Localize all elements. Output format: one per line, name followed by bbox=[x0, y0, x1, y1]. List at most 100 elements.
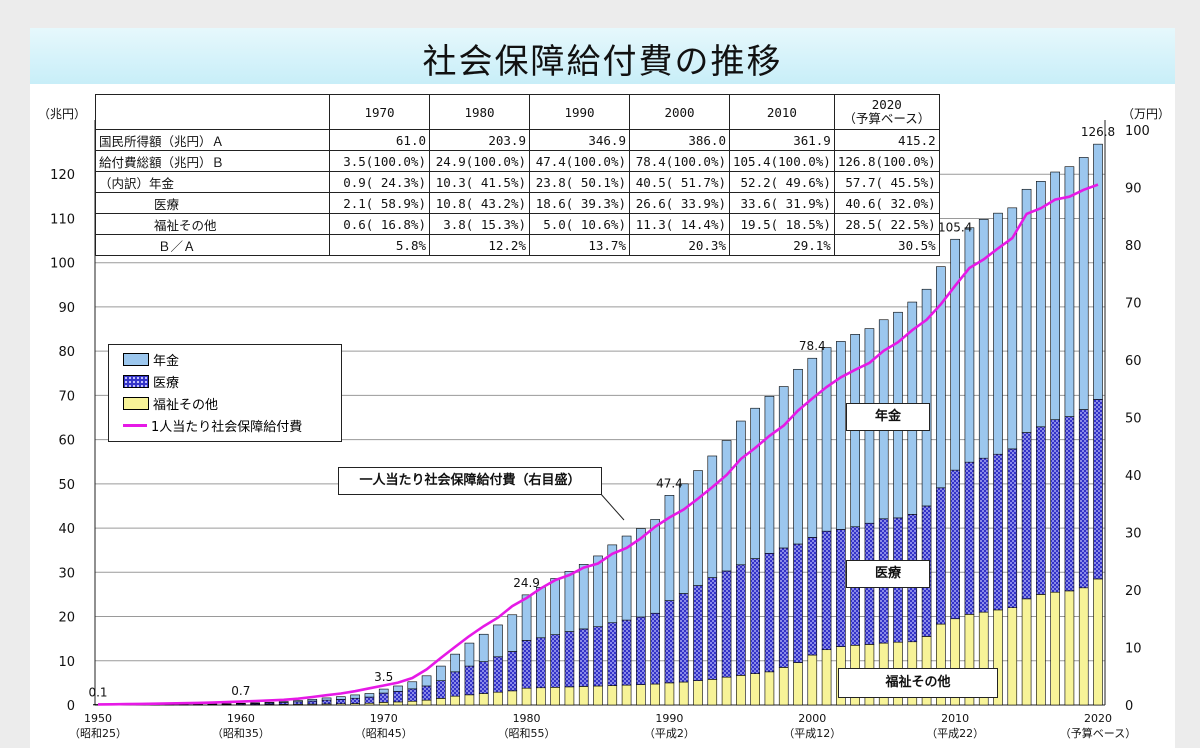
welfare-bar-segment bbox=[607, 685, 618, 706]
pension-bar-segment bbox=[450, 653, 460, 673]
table-row: 国民所得額（兆円）Ａ 61.0 203.9 346.9 386.0 361.9 … bbox=[95, 129, 940, 151]
data-label: 24.9 bbox=[513, 576, 540, 590]
welfare-bar-segment bbox=[636, 684, 646, 706]
pension-bar-segment bbox=[1064, 166, 1075, 417]
welfare-bar-segment bbox=[407, 700, 418, 706]
x-tick-label: 1970 bbox=[370, 712, 398, 725]
pension-bar-segment bbox=[478, 633, 489, 662]
welfare-bar-segment bbox=[821, 649, 832, 706]
pension-bar-segment bbox=[693, 470, 703, 586]
medical-bar-segment bbox=[307, 700, 318, 705]
medical-bar-segment bbox=[993, 453, 1003, 611]
pension-bar-segment bbox=[493, 624, 503, 658]
y-left-tick-label: 80 bbox=[58, 345, 75, 360]
welfare-bar-segment bbox=[464, 694, 475, 706]
table-cell: 12.2% bbox=[429, 234, 530, 256]
pension-bar-segment bbox=[978, 219, 989, 459]
pension-bar-segment bbox=[650, 519, 660, 614]
y-right-tick-label: 80 bbox=[1125, 239, 1142, 254]
medical-bar-segment bbox=[464, 665, 475, 696]
y-left-tick-label: 100 bbox=[50, 257, 75, 272]
welfare-bar-segment bbox=[478, 693, 489, 706]
pension-bar-segment bbox=[393, 685, 403, 692]
medical-bar-segment bbox=[821, 530, 832, 651]
pension-bar-segment bbox=[707, 455, 718, 578]
medical-bar-segment bbox=[550, 634, 560, 688]
medical-bar-segment bbox=[678, 593, 689, 683]
table-cell: 105.4(100.0%) bbox=[729, 150, 835, 172]
y-left-tick-label: 90 bbox=[58, 301, 75, 316]
data-label: 78.4 bbox=[799, 339, 826, 353]
table-cell: 30.5% bbox=[833, 234, 940, 256]
pension-bar-segment bbox=[750, 407, 760, 559]
legend-item-per-capita: 1人当たり社会保障給付費 bbox=[123, 415, 302, 435]
table-cell: 386.0 bbox=[629, 129, 730, 151]
pension-bar-segment bbox=[1007, 207, 1018, 450]
table-cell: 61.0 bbox=[329, 129, 430, 151]
medical-bar-segment bbox=[1064, 416, 1075, 592]
pension-bar-segment bbox=[921, 288, 932, 507]
pension-bar-segment bbox=[836, 341, 846, 530]
y-right-tick-label: 70 bbox=[1125, 297, 1142, 312]
data-label: 105.4 bbox=[938, 220, 972, 234]
welfare-bar-segment bbox=[1093, 578, 1103, 706]
x-tick-label: 2000 bbox=[798, 712, 826, 725]
medical-bar-segment bbox=[378, 692, 389, 703]
medical-bar-segment bbox=[964, 461, 975, 615]
medical-bar-segment bbox=[421, 685, 432, 701]
medical-swatch bbox=[123, 374, 149, 388]
x-tick-label: 1950 bbox=[84, 712, 112, 725]
pension-bar-segment bbox=[550, 578, 560, 635]
medical-bar-segment bbox=[793, 543, 803, 663]
table-cell: 47.4(100.0%) bbox=[529, 150, 630, 172]
y-right-tick-label: 40 bbox=[1125, 469, 1142, 484]
row-label: 福祉その他 bbox=[95, 213, 330, 235]
pension-bar-segment bbox=[1050, 171, 1060, 421]
medical-bar-segment bbox=[693, 585, 703, 681]
table-cell: 0.6( 16.8%) bbox=[329, 213, 430, 235]
welfare-bar-segment bbox=[1021, 598, 1032, 706]
medical-bar-segment bbox=[664, 600, 675, 684]
y-right-tick-label: 10 bbox=[1125, 642, 1142, 657]
line-annotation: 一人当たり社会保障給付費（右目盛） bbox=[338, 467, 602, 495]
data-label: 126.8 bbox=[1081, 125, 1115, 139]
y-left-tick-label: 70 bbox=[58, 389, 75, 404]
row-label: Ｂ／Ａ bbox=[95, 234, 330, 256]
medical-bar-segment bbox=[350, 697, 360, 704]
medical-bar-segment bbox=[593, 626, 603, 687]
welfare-bar-segment bbox=[764, 671, 775, 706]
row-label: 国民所得額（兆円）Ａ bbox=[95, 129, 330, 151]
x-tick-sublabel: （予算ベース） bbox=[1060, 726, 1136, 740]
table-row: （内訳）年金 0.9( 24.3%) 10.3( 41.5%) 23.8( 50… bbox=[95, 171, 940, 193]
x-tick-sublabel: （昭和35） bbox=[212, 727, 270, 740]
medical-bar-segment bbox=[450, 671, 460, 697]
table-cell: 20.3% bbox=[629, 234, 730, 256]
table-cell: 52.2( 49.6%) bbox=[729, 171, 835, 193]
data-label: 0.7 bbox=[231, 684, 250, 698]
medical-bar-segment bbox=[636, 616, 646, 685]
y-left-tick-label: 30 bbox=[58, 566, 75, 581]
welfare-bar-segment bbox=[421, 699, 432, 706]
table-cell: 78.4(100.0%) bbox=[629, 150, 730, 172]
pension-bar-segment bbox=[950, 238, 960, 471]
y-right-tick-label: 20 bbox=[1125, 584, 1142, 599]
medical-bar-segment bbox=[1036, 426, 1046, 595]
y-left-tick-label: 10 bbox=[58, 655, 75, 670]
y-left-tick-label: 60 bbox=[58, 434, 75, 449]
x-tick-sublabel: （昭和55） bbox=[498, 727, 556, 740]
welfare-bar-segment bbox=[507, 690, 518, 706]
welfare-bar-segment bbox=[393, 701, 403, 706]
welfare-bar-segment bbox=[450, 695, 460, 706]
table-row: 給付費総額（兆円）Ｂ 3.5(100.0%) 24.9(100.0%) 47.4… bbox=[95, 150, 940, 172]
table-cell: 13.7% bbox=[529, 234, 630, 256]
table-cell: 40.5( 51.7%) bbox=[629, 171, 730, 193]
pension-bar-segment bbox=[1093, 143, 1103, 400]
pension-bar-segment bbox=[293, 700, 303, 703]
pension-bar-segment bbox=[678, 483, 689, 594]
row-label: 給付費総額（兆円）Ｂ bbox=[95, 150, 330, 172]
medical-callout: 医療 bbox=[846, 560, 930, 588]
welfare-callout: 福祉その他 bbox=[838, 668, 998, 698]
y-left-tick-label: 0 bbox=[67, 699, 75, 714]
table-cell: 415.2 bbox=[833, 129, 940, 151]
table-corner bbox=[95, 94, 330, 130]
